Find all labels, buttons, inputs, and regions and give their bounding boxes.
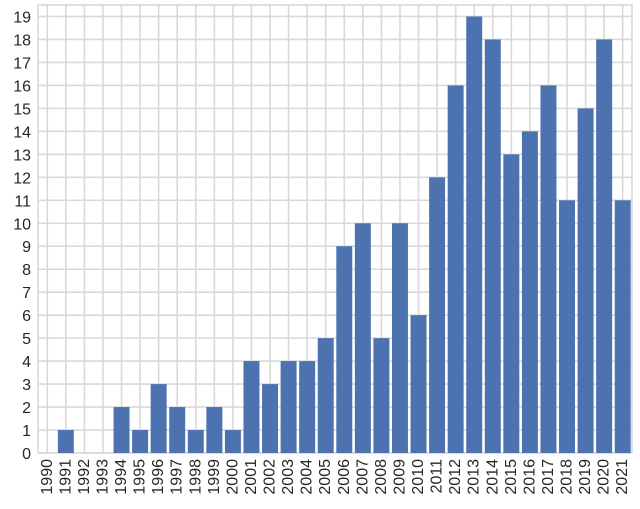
y-tick-label: 15 [13,101,31,118]
bar-1999 [206,407,223,453]
x-tick-label: 2018 [559,459,576,495]
y-tick-label: 4 [22,354,31,371]
bar-1997 [169,407,186,453]
x-tick-label: 1997 [169,459,186,495]
x-tick-label: 2016 [521,459,538,495]
bar-2004 [299,361,316,453]
y-tick-label: 14 [13,124,31,141]
y-tick-label: 7 [22,285,31,302]
bar-2007 [354,223,371,453]
x-tick-label: 2009 [391,459,408,495]
bar-2005 [317,338,334,453]
y-tick-label: 3 [22,377,31,394]
bar-2003 [280,361,297,453]
x-tick-label: 1990 [39,459,56,495]
bar-2010 [410,315,427,453]
x-tick-label: 2011 [429,459,446,494]
bar-2011 [429,177,446,454]
y-tick-label: 10 [13,216,31,233]
bar-2012 [447,85,464,454]
bar-1991 [57,430,74,453]
y-tick-label: 19 [13,9,31,26]
x-tick-label: 2012 [447,459,464,495]
x-tick-label: 2004 [299,459,316,495]
x-tick-label: 1992 [76,459,93,495]
x-tick-label: 1998 [187,459,204,495]
x-tick-label: 2021 [614,459,631,495]
x-tick-label: 2006 [336,459,353,495]
y-tick-label: 16 [13,78,31,95]
bar-2021 [614,200,631,453]
bar-2014 [484,39,501,453]
bar-2006 [336,246,353,453]
y-tick-label: 13 [13,147,31,164]
x-tick-label: 2014 [484,459,501,495]
x-tick-label: 2003 [280,459,297,495]
x-tick-label: 2015 [503,459,520,495]
x-tick-label: 2020 [596,459,613,495]
y-tick-label: 9 [22,239,31,256]
x-tick-label: 1999 [206,459,223,495]
x-tick-label: 2002 [262,459,279,495]
y-tick-label: 18 [13,32,31,49]
bar-2000 [224,430,241,453]
bar-1995 [132,430,149,453]
x-tick-labels: 1990 1991 1992 1993 1994 1995 1996 1997 1998 1999… [39,459,631,495]
x-tick-label: 2017 [540,459,557,495]
bar-1996 [150,384,167,453]
bar-2002 [262,384,279,453]
bar-2008 [373,338,390,453]
bar-2018 [559,200,576,453]
x-tick-label: 2005 [317,459,334,495]
bar-2020 [596,39,613,453]
x-tick-label: 2019 [577,459,594,495]
bar-layer [57,16,631,454]
y-tick-label: 8 [22,262,31,279]
x-tick-label: 1993 [94,459,111,495]
y-tick-label: 1 [22,423,31,440]
bar-2019 [577,108,594,453]
bar-2001 [243,361,260,453]
x-tick-label: 1991 [57,459,74,495]
y-tick-label: 12 [13,170,31,187]
x-tick-label: 1996 [150,459,167,495]
x-tick-label: 2013 [466,459,483,495]
bar-2009 [391,223,408,453]
y-tick-label: 6 [22,308,31,325]
bar-2015 [503,154,520,454]
y-tick-label: 2 [22,400,31,417]
x-tick-label: 2010 [410,459,427,495]
x-tick-label: 2008 [373,459,390,495]
y-tick-label: 0 [22,446,31,463]
bar-1994 [113,407,130,453]
y-tick-label: 5 [22,331,31,348]
bar-2017 [540,85,557,454]
bar-2016 [521,131,538,453]
y-tick-label: 17 [13,55,31,72]
bar-1998 [187,430,204,453]
bar-2013 [466,16,483,453]
x-tick-label: 1995 [132,459,149,495]
x-tick-label: 2000 [224,459,241,495]
y-tick-label: 11 [14,193,31,210]
x-tick-label: 2001 [243,459,260,495]
x-tick-label: 1994 [113,459,130,495]
x-tick-label: 2007 [354,459,371,495]
